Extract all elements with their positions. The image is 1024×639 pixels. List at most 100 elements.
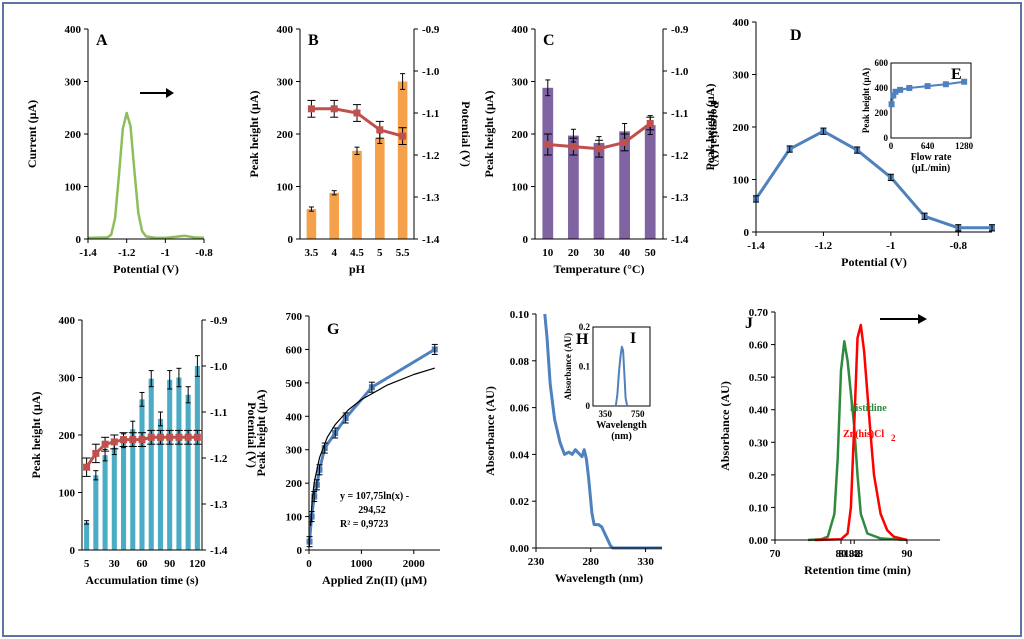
panel-h-ytick-label-0: 0.00 bbox=[510, 543, 530, 555]
panel-a-ytick-label-3: 300 bbox=[65, 77, 82, 89]
panel-b-xtick-label-2: 4.5 bbox=[350, 247, 364, 259]
panel-c-r-ytick-label-0: -1.4 bbox=[671, 234, 689, 246]
panel-j-ytick-label-0: 0.00 bbox=[749, 535, 769, 547]
inset-e-xlabel: Flow rate bbox=[911, 152, 952, 163]
panel-c-potential-point-0 bbox=[544, 141, 552, 148]
panel-c-xtick-label-3: 40 bbox=[619, 247, 631, 259]
panel-j-xtick-label-2: 81.48 bbox=[838, 548, 863, 560]
panel-b-potential-point-2 bbox=[353, 109, 361, 117]
panel-a-ytick-label-1: 100 bbox=[65, 182, 82, 194]
panel-f-potential-point-2 bbox=[101, 440, 109, 448]
panel-a: 0 100 200 300 400 -1.4 -1.2 -1 -0.8 Potential (V)… bbox=[25, 24, 213, 276]
panel-g-series-0-line bbox=[308, 348, 436, 542]
panel-f-xtick-label-0: 5 bbox=[84, 558, 90, 570]
panel-d-ytick-label-1: 100 bbox=[733, 175, 750, 187]
panel-c-ytick-label-3: 300 bbox=[512, 77, 529, 89]
inset-e-series-point-0 bbox=[888, 101, 895, 108]
panel-g-series-1-line bbox=[310, 367, 435, 526]
panel-a-xlabel: Potential (V) bbox=[113, 262, 179, 276]
panel-g-ytick-label-6: 600 bbox=[286, 344, 303, 356]
panel-f-bar-0 bbox=[84, 522, 90, 550]
panel-f-potential-point-4 bbox=[120, 436, 128, 444]
panel-h-series-0-line bbox=[543, 313, 662, 550]
inset-i-frame bbox=[592, 326, 651, 407]
panel-f-bar-4 bbox=[121, 440, 127, 550]
inset-e-letter: E bbox=[951, 66, 962, 83]
inset-e-xlabel2: (µL/min) bbox=[912, 163, 951, 174]
panel-h-ylabel: Absorbance (AU) bbox=[483, 386, 497, 476]
panel-f-potential-point-0 bbox=[83, 463, 91, 471]
panel-f-xlabel: Accumulation time (s) bbox=[85, 573, 198, 587]
panel-c-bar-0 bbox=[542, 87, 554, 239]
panel-a-ytick-label-0: 0 bbox=[76, 234, 82, 246]
inset-i-xtick-label-0: 350 bbox=[598, 409, 612, 419]
panel-f-r-ytick-label-1: -1.3 bbox=[210, 499, 228, 511]
panel-c-potential-point-2 bbox=[595, 145, 603, 153]
panel-g-xlabel: Applied Zn(II) (µM) bbox=[322, 573, 427, 587]
panel-f-r-ytick-label-2: -1.2 bbox=[210, 453, 228, 465]
panel-h-ytick-label-1: 0.02 bbox=[510, 496, 530, 508]
panel-c-potential-point-4 bbox=[646, 120, 654, 127]
panel-f-potential-point-8 bbox=[156, 433, 164, 441]
panel-g-ytick-label-7: 700 bbox=[286, 311, 303, 323]
panel-b-panel-letter: B bbox=[308, 32, 319, 49]
panel-f-ylabel: Peak height (µA) bbox=[29, 392, 43, 479]
panel-j-legend-histidine: histidine bbox=[850, 403, 887, 414]
inset-e-series-point-1 bbox=[890, 92, 897, 99]
panel-c-xlabel: Temperature (°C) bbox=[553, 262, 644, 276]
panel-c-r-ytick-label-3: -1.1 bbox=[671, 108, 688, 120]
panel-a-xtick-label-3: -0.8 bbox=[195, 247, 213, 259]
panel-d-ytick-label-4: 400 bbox=[733, 17, 750, 29]
panel-a-xtick-label-1: -1.2 bbox=[118, 247, 136, 259]
inset-e-ylabel: Peak height (µA) bbox=[861, 68, 871, 133]
panel-j-ylabel: Absorbance (AU) bbox=[718, 381, 732, 471]
panel-a-xtick-label-2: -1 bbox=[161, 247, 170, 259]
panel-j-ytick-label-6: 0.60 bbox=[749, 340, 769, 352]
panel-g-xtick-label-0: 0 bbox=[306, 558, 312, 570]
panel-g-equation-2: R² = 0,9723 bbox=[340, 519, 388, 530]
inset-i-ytick-label-1: 0.1 bbox=[579, 362, 591, 372]
panel-g-ylabel: Peak height (µA) bbox=[254, 390, 268, 477]
panel-b-xtick-label-4: 5.5 bbox=[396, 247, 410, 259]
panel-g-equation-1: 294,52 bbox=[358, 505, 386, 516]
panel-j-legend-zn-sub: 2 bbox=[891, 433, 896, 443]
panel-f-bar-2 bbox=[102, 455, 108, 550]
panel-a-ytick-label-2: 200 bbox=[65, 129, 82, 141]
panel-j-xtick-label-3: 82 bbox=[849, 548, 861, 560]
panel-f-ytick-label-0: 0 bbox=[70, 545, 76, 557]
panel-c-ylabel: Peak height (µA) bbox=[482, 91, 496, 178]
panel-b-r-ytick-label-5: -0.9 bbox=[422, 24, 440, 36]
panel-f-xtick-label-6: 60 bbox=[137, 558, 149, 570]
panel-a-ytick-label-4: 400 bbox=[65, 24, 82, 36]
panel-d: 0 100 200 300 400 -1.4 -1.2 -1 -0.8 Potential (V)… bbox=[703, 17, 995, 269]
panel-b-y2label: Potential (V) bbox=[459, 101, 473, 167]
panel-f-potential-point-11 bbox=[184, 433, 192, 441]
panel-b-r-ytick-label-2: -1.2 bbox=[422, 150, 440, 162]
panel-f-r-ytick-label-4: -1.0 bbox=[210, 361, 228, 373]
panel-g: 0 100 200 300 400 500 600 700 0 1000 2000 Applied Z… bbox=[254, 311, 440, 587]
panel-f-bar-11 bbox=[185, 394, 191, 550]
panel-f-bar-8 bbox=[157, 418, 163, 550]
panel-f-bar-9 bbox=[167, 379, 173, 550]
panel-b-potential-point-0 bbox=[307, 105, 315, 113]
panel-b-bar-4 bbox=[397, 81, 408, 239]
inset-e-series-point-4 bbox=[906, 85, 913, 91]
panel-f-r-ytick-label-5: -0.9 bbox=[210, 315, 228, 327]
panel-d-ytick-label-3: 300 bbox=[733, 70, 750, 82]
panel-c-potential-point-3 bbox=[621, 138, 629, 146]
panel-j-ytick-label-3: 0.30 bbox=[749, 437, 769, 449]
inset-e-ytick-label-0: 0 bbox=[884, 133, 889, 143]
panel-c-xtick-label-4: 50 bbox=[645, 247, 657, 259]
panel-h-ytick-label-2: 0.04 bbox=[510, 449, 530, 461]
panel-h-ytick-label-5: 0.10 bbox=[510, 309, 530, 321]
panel-f-ytick-label-1: 100 bbox=[59, 488, 76, 500]
inset-i-ylabel: Absorbance (AU) bbox=[563, 333, 573, 400]
inset-i-letter: I bbox=[630, 330, 636, 347]
panel-j-ytick-label-4: 0.40 bbox=[749, 405, 769, 417]
panel-f-bar-10 bbox=[176, 377, 182, 550]
panel-f-bar-7 bbox=[148, 378, 154, 550]
inset-i-ytick-label-2: 0.2 bbox=[579, 322, 591, 332]
panel-f-bar-6 bbox=[139, 399, 145, 550]
panel-b-potential-point-4 bbox=[399, 132, 407, 140]
